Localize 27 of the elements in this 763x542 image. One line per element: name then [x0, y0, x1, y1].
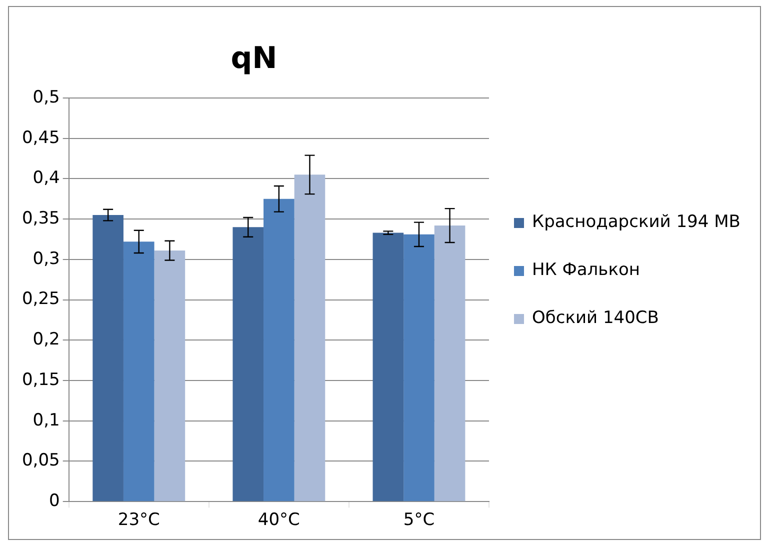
- x-tick-label: 23°C: [118, 510, 160, 530]
- bar: [154, 250, 186, 502]
- y-tick-label: 0,3: [32, 248, 60, 269]
- legend-label: Краснодарский 194 МВ: [532, 212, 740, 232]
- y-tick-label: 0,05: [22, 450, 60, 471]
- y-tick-label: 0,2: [32, 330, 60, 350]
- bar: [92, 215, 124, 502]
- bar: [264, 198, 294, 502]
- legend-label: Обский 140СВ: [532, 308, 659, 328]
- bar: [294, 174, 326, 502]
- y-tick-label: 0: [49, 491, 60, 512]
- y-tick-label: 0,4: [32, 168, 60, 188]
- chart-title: qN: [230, 40, 278, 76]
- bar: [123, 242, 154, 502]
- y-tick-label: 0,25: [22, 289, 60, 310]
- legend-label: НК Фалькон: [532, 260, 640, 280]
- y-tick-label: 0,35: [22, 208, 60, 228]
- bar: [434, 226, 466, 502]
- x-tick-label: 40°C: [258, 510, 300, 530]
- bar: [372, 232, 404, 502]
- bar: [404, 234, 434, 502]
- y-tick-label: 0,1: [32, 410, 60, 430]
- y-tick-label: 0,5: [32, 87, 60, 108]
- y-tick-label: 0,15: [22, 370, 60, 390]
- bar: [232, 227, 264, 502]
- y-tick-label: 0,45: [22, 128, 60, 148]
- x-tick-label: 5°C: [403, 510, 435, 530]
